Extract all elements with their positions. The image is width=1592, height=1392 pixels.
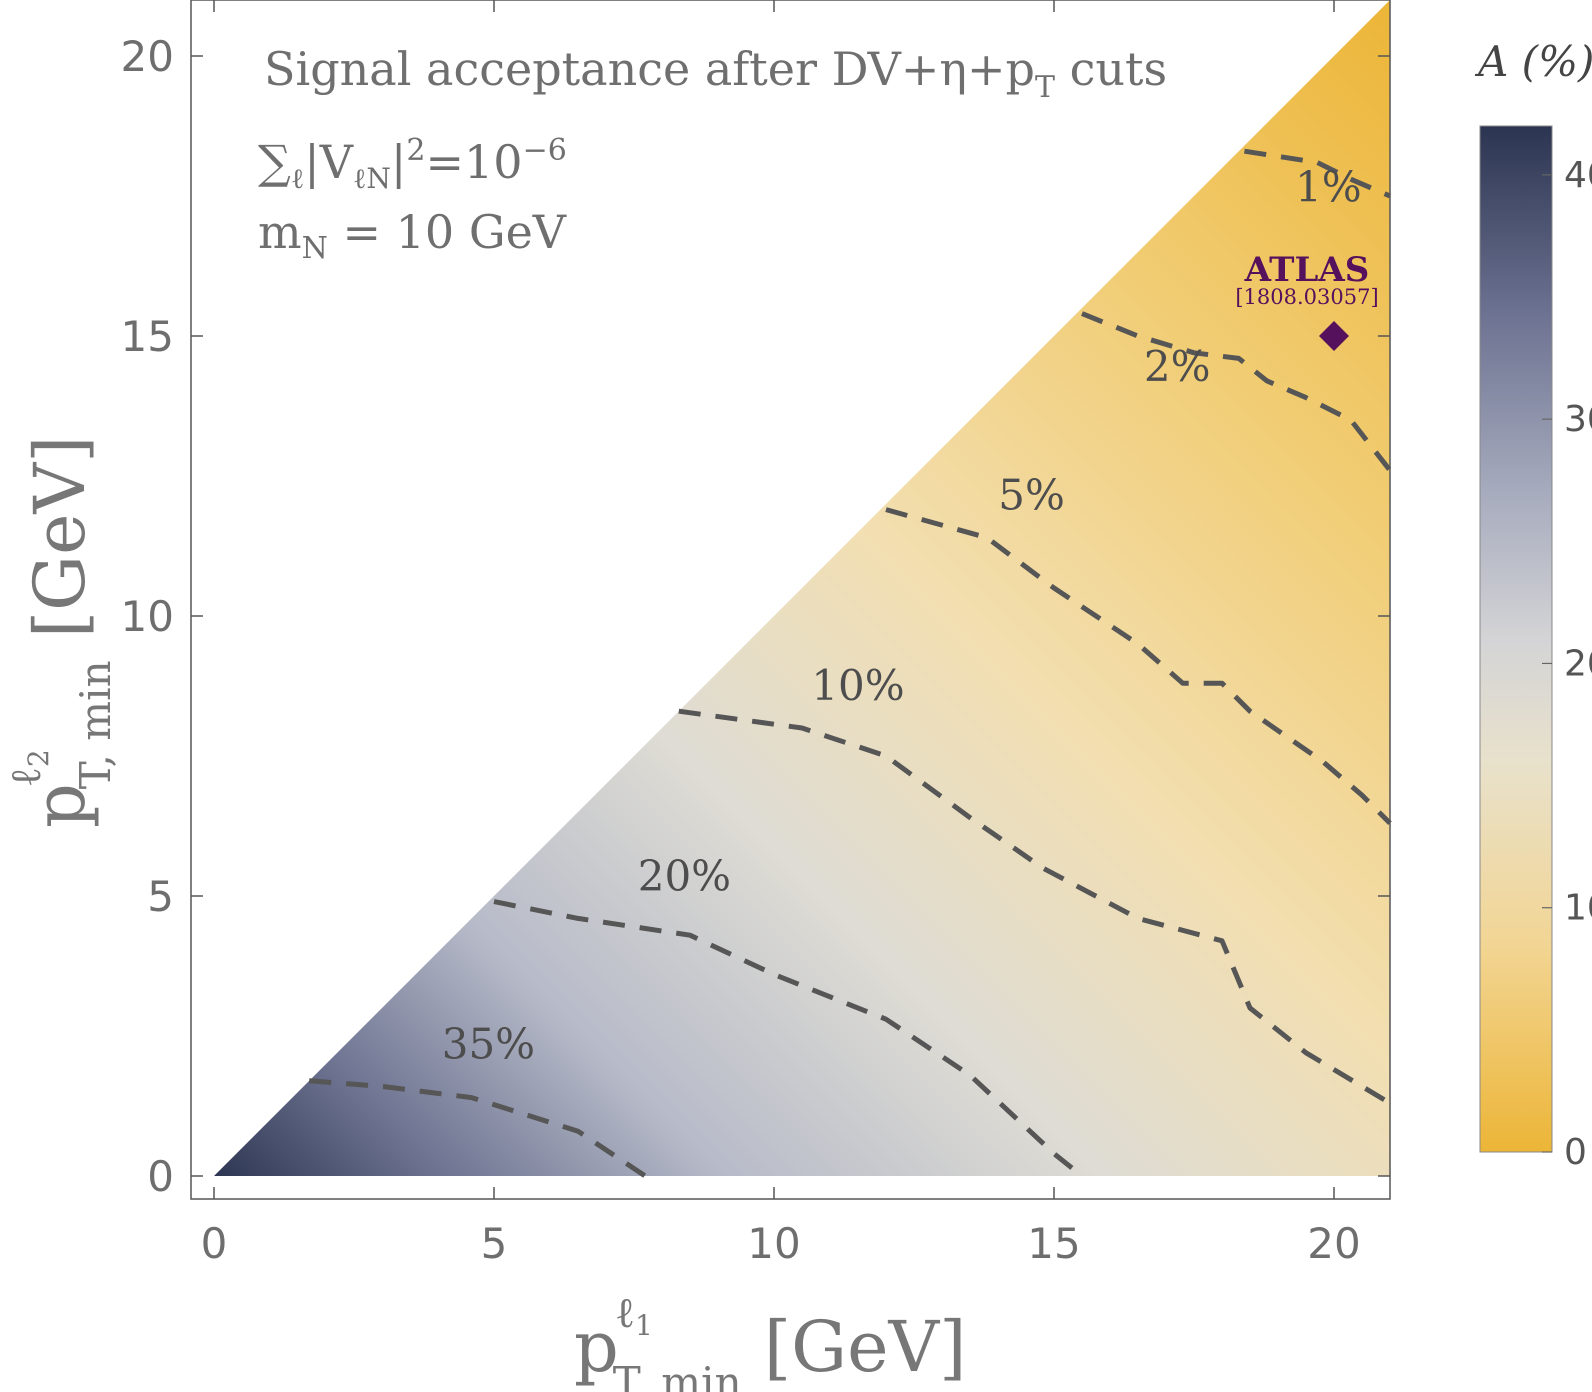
x-tick-label: 15 <box>1027 1219 1080 1268</box>
contour-label-20: 20% <box>638 851 731 900</box>
contour-line-1 <box>1244 148 1391 199</box>
contour-label-2: 2% <box>1144 342 1211 391</box>
y-tick-label: 20 <box>121 32 174 81</box>
contour-lines: 35% 20% 10% 5% 2% 1% <box>309 148 1392 1179</box>
x-axis-ticks: 0 5 10 15 20 <box>201 0 1361 1268</box>
y-tick-label: 5 <box>147 872 174 921</box>
colorbar-tick-label: 20 <box>1564 643 1592 684</box>
contour-label-35: 35% <box>442 1019 535 1068</box>
colorbar-title: A (%) <box>1474 37 1592 86</box>
contour-line-35 <box>309 1078 647 1179</box>
acceptance-heatmap <box>214 0 1390 1176</box>
x-axis-label: pℓ1 T, min [GeV] <box>574 1288 966 1392</box>
y-tick-label: 0 <box>147 1152 174 1201</box>
contour-line-20 <box>493 899 1084 1178</box>
x-tick-label: 5 <box>481 1219 508 1268</box>
contour-line-10 <box>678 708 1392 1106</box>
colorbar-tick-label: 0 <box>1564 1132 1587 1173</box>
colorbar-tick-label: 40 <box>1564 155 1592 196</box>
y-axis-label: pℓ2 T, min [GeV] <box>1 436 120 828</box>
x-tick-label: 20 <box>1307 1219 1360 1268</box>
contour-label-5: 5% <box>998 471 1065 520</box>
y-axis-ticks: 0 5 10 15 20 <box>121 32 1390 1201</box>
x-tick-label: 10 <box>747 1219 800 1268</box>
plot-frame <box>190 0 1391 1200</box>
mass-annotation: mN = 10 GeV <box>258 205 567 266</box>
atlas-label: ATLAS <box>1244 250 1370 290</box>
colorbar-tick-label: 30 <box>1564 399 1592 440</box>
title-annotation: Signal acceptance after DV+η+pT cuts <box>264 42 1167 105</box>
coupling-annotation: ∑ℓ|VℓN|2=10−6 <box>258 133 567 195</box>
colorbar-ticks: 0 10 20 30 40 <box>1542 155 1592 1173</box>
atlas-reference: [1808.03057] <box>1235 285 1378 309</box>
y-tick-label: 15 <box>121 312 174 361</box>
contour-label-1: 1% <box>1295 163 1362 212</box>
colorbar-tick-label: 10 <box>1564 888 1592 929</box>
x-tick-label: 0 <box>201 1219 228 1268</box>
colorbar <box>1479 125 1553 1153</box>
y-tick-label: 10 <box>121 592 174 641</box>
contour-label-10: 10% <box>811 661 904 710</box>
atlas-marker <box>1319 321 1349 351</box>
